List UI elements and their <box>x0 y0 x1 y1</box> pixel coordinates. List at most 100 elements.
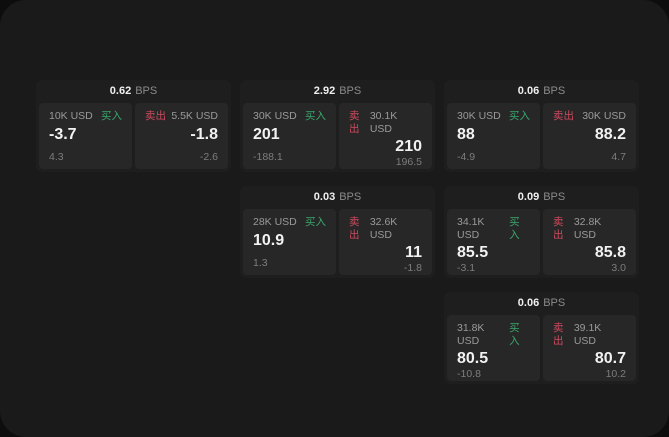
buy-panel[interactable]: 34.1K USD 买入 85.5 -3.1 <box>447 209 540 275</box>
quote-card[interactable]: 0.03 BPS 28K USD 买入 10.9 1.3 卖出 32.6K US… <box>240 186 435 278</box>
bps-value: 0.09 <box>517 191 540 203</box>
buy-amount: 34.1K USD <box>457 216 485 241</box>
buy-panel[interactable]: 30K USD 买入 88 -4.9 <box>447 103 540 169</box>
sell-delta: -2.6 <box>199 151 218 164</box>
sell-panel[interactable]: 卖出 32.6K USD 11 -1.8 <box>339 209 432 275</box>
sell-amount: 39.1K USD <box>573 322 602 347</box>
buy-top-row: 30K USD 买入 <box>457 110 530 123</box>
buy-badge: 买入 <box>101 110 122 122</box>
card-header: 0.62 BPS <box>39 80 228 103</box>
buy-amount: 30K USD <box>253 110 297 122</box>
quote-card[interactable]: 2.92 BPS 30K USD 买入 201 -188.1 卖出 30.1K … <box>240 80 435 172</box>
sell-top-row: 卖出 30K USD <box>553 110 626 123</box>
sell-top-row: 卖出 5.5K USD <box>145 110 218 123</box>
buy-price: -3.7 <box>49 125 77 143</box>
card-header: 0.03 BPS <box>243 186 432 209</box>
buy-delta: -4.9 <box>457 151 476 164</box>
sell-amount: 30.1K USD <box>369 110 398 135</box>
quote-card[interactable]: 0.09 BPS 34.1K USD 买入 85.5 -3.1 卖出 32.8K… <box>444 186 639 278</box>
buy-amount: 10K USD <box>49 110 93 122</box>
card-body: 10K USD 买入 -3.7 4.3 卖出 5.5K USD -1.8 -2.… <box>39 103 228 169</box>
buy-price: 80.5 <box>457 350 489 368</box>
buy-panel[interactable]: 10K USD 买入 -3.7 4.3 <box>39 103 132 169</box>
sell-delta: 10.2 <box>605 368 626 381</box>
buy-delta: 1.3 <box>253 257 268 270</box>
sell-badge: 卖出 <box>553 322 564 347</box>
sell-delta: -1.8 <box>403 262 422 275</box>
bps-value: 0.06 <box>517 85 540 97</box>
sell-amount: 32.8K USD <box>573 216 602 241</box>
buy-badge: 买入 <box>305 110 326 122</box>
buy-top-row: 31.8K USD 买入 <box>457 322 530 347</box>
bps-label: BPS <box>543 297 566 309</box>
bps-label: BPS <box>135 85 158 97</box>
sell-delta: 3.0 <box>611 262 626 275</box>
quote-card[interactable]: 0.06 BPS 30K USD 买入 88 -4.9 卖出 30K USD 8… <box>444 80 639 172</box>
sell-panel[interactable]: 卖出 30K USD 88.2 4.7 <box>543 103 636 169</box>
sell-delta: 196.5 <box>395 156 422 169</box>
buy-price: 201 <box>253 125 280 143</box>
sell-badge: 卖出 <box>553 110 574 122</box>
buy-delta: -10.8 <box>457 368 481 381</box>
sell-top-row: 卖出 30.1K USD <box>349 110 422 135</box>
buy-badge: 买入 <box>509 216 520 241</box>
buy-top-row: 30K USD 买入 <box>253 110 326 123</box>
buy-delta: 4.3 <box>49 151 64 164</box>
quote-card[interactable]: 0.62 BPS 10K USD 买入 -3.7 4.3 卖出 5.5K USD… <box>36 80 231 172</box>
sell-panel[interactable]: 卖出 32.8K USD 85.8 3.0 <box>543 209 636 275</box>
sell-top-row: 卖出 32.8K USD <box>553 216 626 241</box>
buy-delta: -3.1 <box>457 262 476 275</box>
card-body: 30K USD 买入 201 -188.1 卖出 30.1K USD 210 1… <box>243 103 432 169</box>
quote-card[interactable]: 0.06 BPS 31.8K USD 买入 80.5 -10.8 卖出 39.1… <box>444 292 639 384</box>
sell-panel[interactable]: 卖出 39.1K USD 80.7 10.2 <box>543 315 636 381</box>
card-body: 30K USD 买入 88 -4.9 卖出 30K USD 88.2 4.7 <box>447 103 636 169</box>
buy-price: 10.9 <box>253 231 285 249</box>
buy-amount: 31.8K USD <box>457 322 485 347</box>
buy-panel[interactable]: 28K USD 买入 10.9 1.3 <box>243 209 336 275</box>
sell-top-row: 卖出 39.1K USD <box>553 322 626 347</box>
sell-delta: 4.7 <box>611 151 626 164</box>
buy-badge: 买入 <box>305 216 326 228</box>
buy-top-row: 28K USD 买入 <box>253 216 326 229</box>
buy-top-row: 34.1K USD 买入 <box>457 216 530 241</box>
sell-price: 80.7 <box>594 350 626 368</box>
sell-amount: 30K USD <box>582 110 626 122</box>
sell-badge: 卖出 <box>349 216 360 241</box>
sell-price: -1.8 <box>190 125 218 143</box>
sell-price: 88.2 <box>594 125 626 143</box>
buy-price: 88 <box>457 125 475 143</box>
sell-badge: 卖出 <box>145 110 166 122</box>
bps-value: 0.62 <box>109 85 132 97</box>
buy-badge: 买入 <box>509 110 530 122</box>
sell-amount: 32.6K USD <box>369 216 398 241</box>
sell-badge: 卖出 <box>553 216 564 241</box>
buy-amount: 28K USD <box>253 216 297 228</box>
buy-amount: 30K USD <box>457 110 501 122</box>
card-body: 28K USD 买入 10.9 1.3 卖出 32.6K USD 11 -1.8 <box>243 209 432 275</box>
card-header: 0.06 BPS <box>447 80 636 103</box>
buy-price: 85.5 <box>457 244 489 262</box>
sell-price: 11 <box>405 244 422 262</box>
buy-panel[interactable]: 30K USD 买入 201 -188.1 <box>243 103 336 169</box>
bps-value: 0.03 <box>313 191 336 203</box>
buy-top-row: 10K USD 买入 <box>49 110 122 123</box>
bps-label: BPS <box>543 191 566 203</box>
sell-amount: 5.5K USD <box>171 110 218 122</box>
buy-delta: -188.1 <box>253 151 283 164</box>
bps-value: 0.06 <box>517 297 540 309</box>
quotes-grid: 0.62 BPS 10K USD 买入 -3.7 4.3 卖出 5.5K USD… <box>36 80 639 384</box>
sell-price: 85.8 <box>594 244 626 262</box>
sell-panel[interactable]: 卖出 30.1K USD 210 196.5 <box>339 103 432 169</box>
bps-label: BPS <box>339 85 362 97</box>
buy-panel[interactable]: 31.8K USD 买入 80.5 -10.8 <box>447 315 540 381</box>
bps-label: BPS <box>543 85 566 97</box>
bps-value: 2.92 <box>313 85 336 97</box>
card-header: 2.92 BPS <box>243 80 432 103</box>
card-body: 31.8K USD 买入 80.5 -10.8 卖出 39.1K USD 80.… <box>447 315 636 381</box>
sell-panel[interactable]: 卖出 5.5K USD -1.8 -2.6 <box>135 103 228 169</box>
sell-badge: 卖出 <box>349 110 360 135</box>
sell-price: 210 <box>395 138 422 156</box>
buy-badge: 买入 <box>509 322 520 347</box>
